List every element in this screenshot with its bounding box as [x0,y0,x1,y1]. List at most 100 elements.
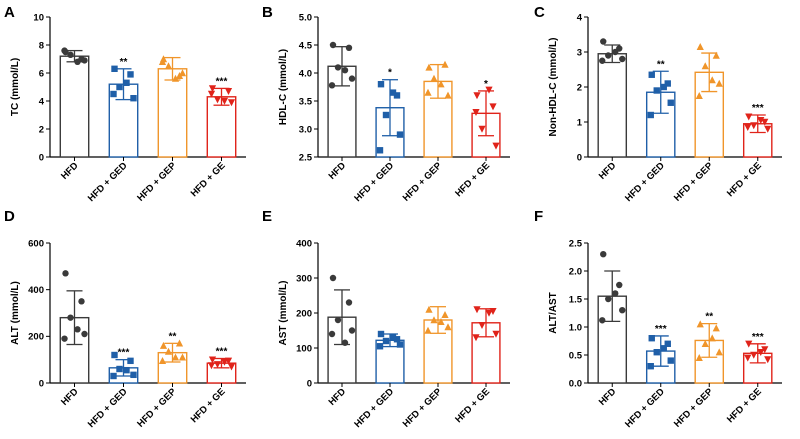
data-point [208,85,217,93]
data-point [130,95,137,102]
data-point [377,81,385,88]
data-point [61,335,68,342]
significance-label: ** [120,57,128,68]
data-point [74,326,81,333]
data-point [473,92,481,100]
data-point [227,363,236,371]
panel-letter: B [262,4,273,21]
data-point [708,76,716,84]
data-point [715,79,723,87]
y-axis-label: ALT (mmol/L) [10,281,21,345]
data-point [164,62,173,70]
data-point [619,307,626,314]
panel-letter: E [262,208,272,225]
data-point [744,124,752,132]
data-point [393,336,401,343]
panel-letter: A [4,4,15,21]
data-point [348,327,356,334]
data-point [389,89,397,96]
significance-label: *** [216,76,228,87]
data-point [695,354,703,361]
y-axis-label: Non-HDL-C (mmol/L) [548,38,559,137]
x-category-label: HFD + GEP [135,160,179,204]
significance-label: *** [655,324,667,335]
panel-b: B 2.5 3.0 3.5 4.0 4.5 5.0 HDL-C (mmol/L) HFD * HFD… [262,4,510,204]
y-tick-label: 0.0 [569,378,582,389]
data-point [430,316,438,324]
data-point [712,51,720,59]
data-point [396,131,404,138]
y-tick-label: 3.0 [299,124,312,135]
panel-letter: D [4,208,15,225]
data-point [127,357,134,365]
data-point [328,82,336,89]
data-point [764,356,772,364]
data-point [171,353,180,361]
x-category-label: HFD + GED [623,386,667,430]
bar [59,55,90,158]
data-point [750,351,758,359]
data-point [750,122,758,130]
y-tick-label: 0 [39,152,44,163]
data-point [110,90,117,98]
significance-label: *** [752,332,764,343]
data-point [761,346,769,354]
data-point [648,71,655,78]
data-point [67,314,74,321]
data-point [478,322,486,330]
data-point [178,353,187,361]
data-point [224,88,233,95]
data-point [712,324,720,332]
x-category-label: HFD [59,160,81,182]
data-point [396,341,404,348]
data-point [605,295,612,303]
data-point [599,317,606,324]
data-point [599,57,606,64]
data-point [158,357,167,365]
significance-label: *** [118,348,130,359]
data-point [616,281,623,289]
data-point [61,47,68,54]
data-point [111,65,118,72]
data-point [341,67,349,74]
significance-label: *** [216,347,228,358]
y-tick-label: 3 [577,47,582,58]
data-point [745,113,753,121]
panel-f: F 0.0 0.5 1.0 1.5 2.0 2.5 ALT/AST HFD *** HFD + GE… [534,208,782,430]
data-point [127,71,134,78]
data-point [334,64,342,71]
data-point [757,117,765,125]
data-point [62,270,69,277]
data-point [619,55,626,63]
x-category-label: HFD + GED [86,160,130,204]
y-axis-label: AST (mmol/L) [278,281,289,346]
x-category-label: HFD + GE [189,160,228,199]
data-point [478,125,486,133]
y-tick-label: 6 [39,68,44,79]
data-point [116,83,123,91]
data-point [437,80,445,88]
data-point [171,74,180,82]
data-point [492,142,500,150]
data-point [660,83,667,91]
significance-label: * [484,79,488,90]
data-point [110,372,117,380]
y-tick-label: 1 [577,117,583,128]
data-point [78,298,85,305]
x-category-label: HFD [327,160,349,182]
data-point [123,79,130,86]
y-tick-label: 2 [39,124,44,135]
data-point [444,91,452,99]
y-tick-label: 3.5 [299,96,313,107]
x-category-label: HFD + GEP [135,386,179,430]
data-point [74,58,81,65]
y-tick-label: 2.5 [299,152,313,163]
x-category-label: HFD + GEP [401,386,445,430]
y-tick-label: 2.5 [569,238,583,249]
panel-letter: F [534,208,543,225]
y-tick-label: 10 [33,12,44,23]
x-category-label: HFD + GEP [401,160,445,204]
data-point [444,323,452,331]
